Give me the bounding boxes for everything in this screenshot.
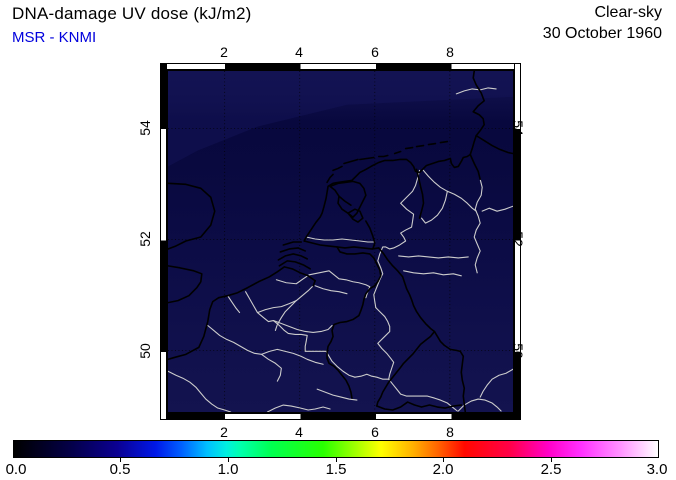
wadden-islands	[326, 140, 449, 184]
lat-tick-right: 54	[510, 120, 526, 136]
river-scheldt	[312, 279, 316, 287]
coast-netherlands-wadden	[303, 153, 472, 242]
lon-tick-bottom: 4	[295, 424, 303, 440]
lat-tick-left: 50	[137, 343, 153, 359]
colorbar-label: 2.0	[432, 461, 454, 478]
colorbar-tick	[443, 458, 444, 462]
colorbar-label: 2.5	[540, 461, 562, 478]
coastlines-and-major-rivers	[168, 71, 513, 412]
lat-tick-right: 50	[510, 343, 526, 359]
river-rhine	[377, 247, 467, 412]
colorbar	[13, 440, 659, 458]
coast-north-frisia	[472, 71, 485, 137]
map-canvas	[167, 70, 514, 413]
river-ems	[415, 168, 425, 219]
ijsselmeer-outline	[329, 180, 367, 218]
borders-and-rivers	[168, 87, 513, 412]
colorbar-label: 3.0	[646, 461, 668, 478]
page-title: DNA-damage UV dose (kJ/m2)	[12, 4, 252, 23]
map-plot: 2 4 6 8 2 4 6 8 54 52 50 54 52 50	[137, 44, 526, 440]
sky-condition-label: Clear-sky	[594, 4, 662, 21]
lat-tick-left: 52	[137, 231, 153, 247]
frame-right	[514, 63, 521, 420]
colorbar-tick	[120, 458, 121, 462]
river-meuse	[326, 246, 382, 399]
coast-east-anglia	[168, 182, 216, 250]
river-waal-rhine-delta	[303, 240, 380, 250]
lon-tick-bottom: 8	[446, 424, 454, 440]
dose-contour-patch-nw	[168, 71, 513, 167]
lon-tick-top: 6	[371, 44, 379, 60]
river-south	[375, 401, 463, 411]
colorbar-label: 1.0	[217, 461, 239, 478]
lat-tick-left: 54	[137, 120, 153, 136]
river-moselle	[375, 330, 436, 407]
lon-tick-top: 8	[446, 44, 454, 60]
coast-france	[168, 296, 220, 361]
coast-kent	[168, 265, 203, 304]
colorbar-tick	[228, 458, 229, 462]
colorbar-label: 1.5	[325, 461, 347, 478]
data-source-label: MSR - KNMI	[12, 29, 97, 46]
lon-tick-bottom: 2	[220, 424, 228, 440]
frame-top	[160, 63, 521, 70]
lon-tick-top: 2	[220, 44, 228, 60]
river-weser-estuary	[469, 153, 481, 181]
frame-left	[160, 63, 167, 420]
colorbar-tick	[551, 458, 552, 462]
river-ijssel	[365, 220, 376, 250]
lon-tick-bottom: 6	[371, 424, 379, 440]
uv-dose-field	[168, 71, 513, 412]
lon-tick-top: 4	[295, 44, 303, 60]
river-elbe-estuary	[469, 134, 513, 156]
date-label: 30 October 1960	[542, 25, 662, 42]
coast-belgium-scheldt	[217, 266, 316, 299]
colorbar-tick	[336, 458, 337, 462]
colorbar-label: 0.5	[109, 461, 131, 478]
colorbar-label: 0.0	[5, 461, 27, 478]
frame-bottom	[160, 413, 521, 420]
lat-tick-right: 52	[510, 231, 526, 247]
flevoland-outline	[347, 208, 364, 223]
